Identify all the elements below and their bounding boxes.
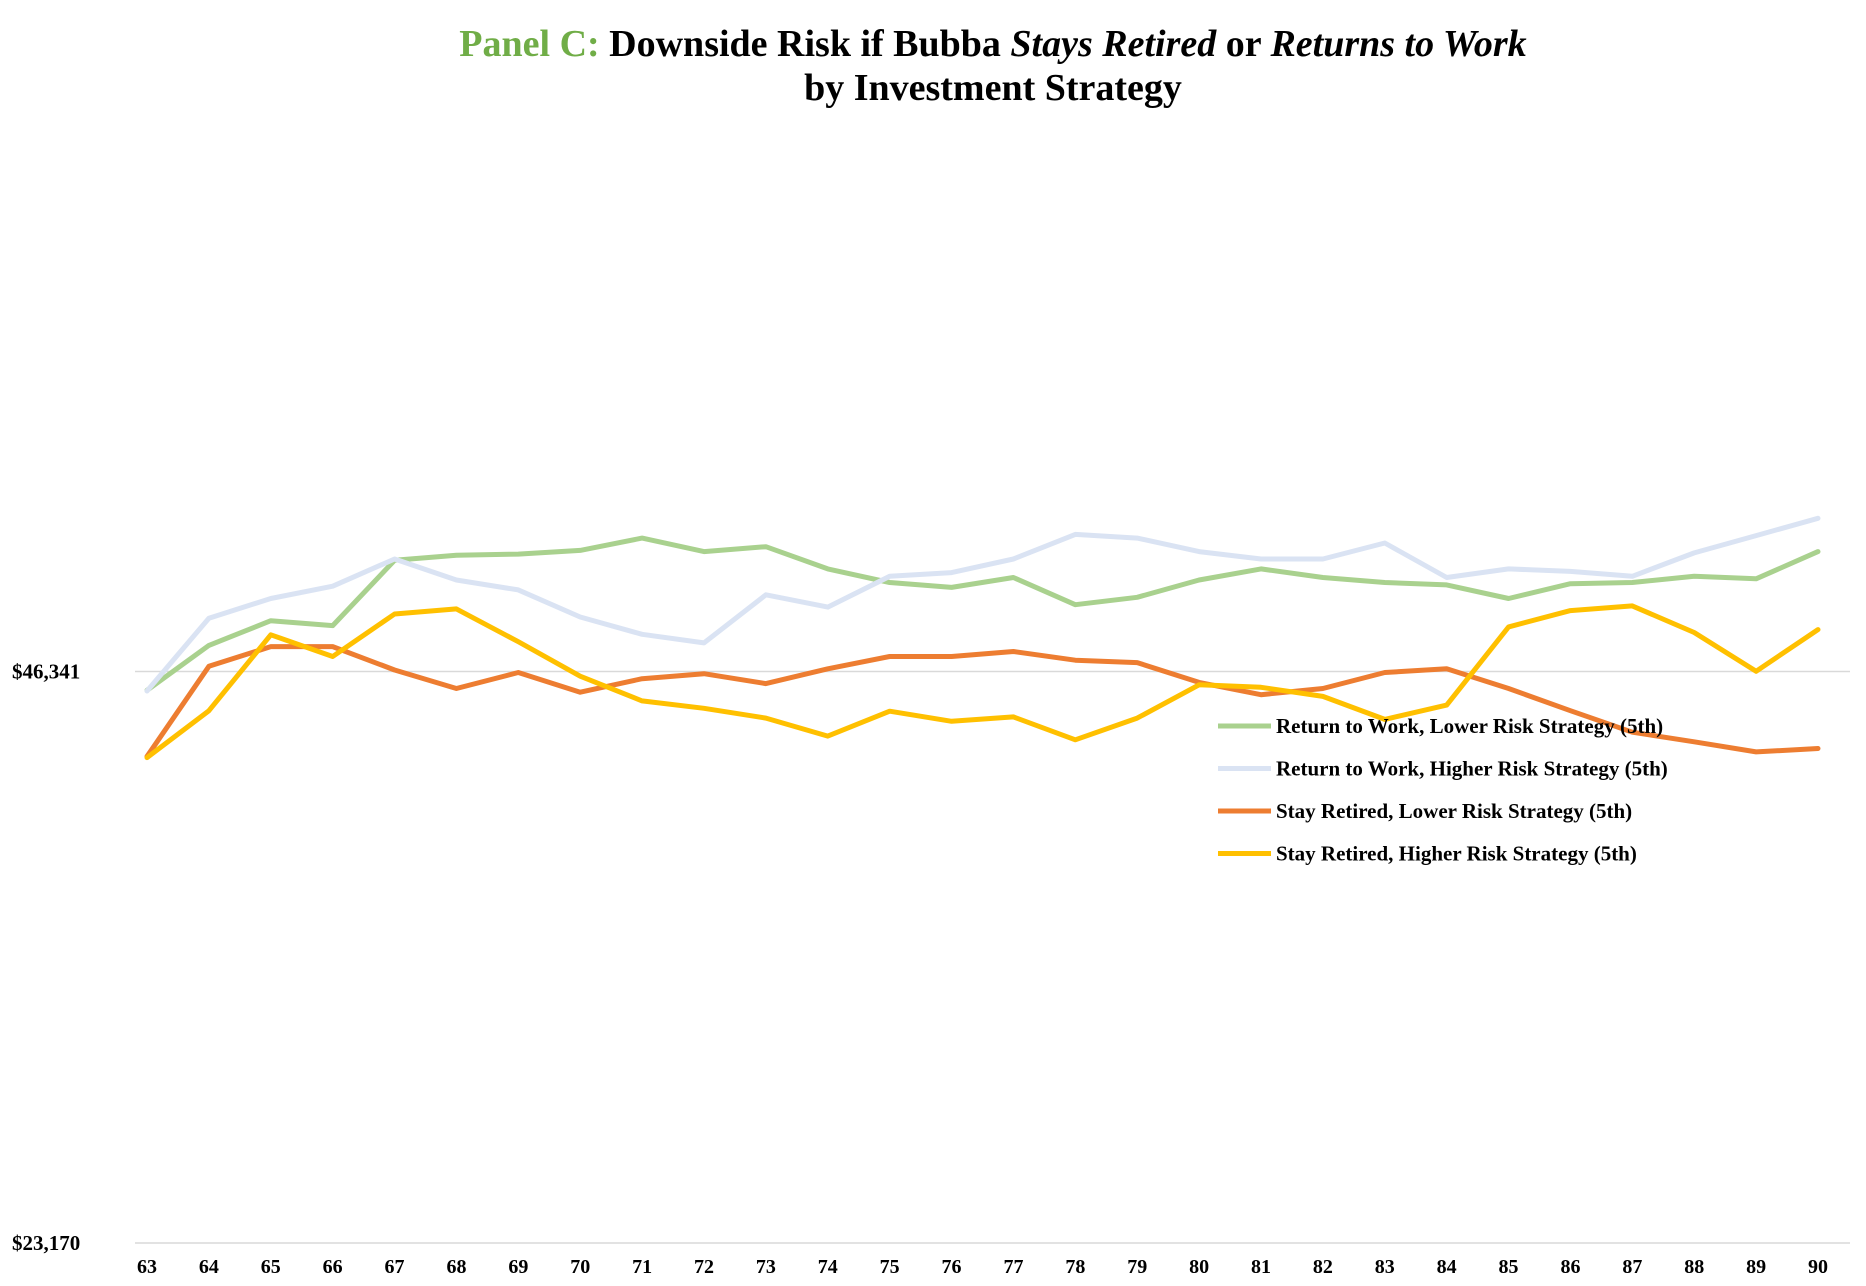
x-tick-label: 68 [446, 1256, 466, 1278]
x-tick-label: 73 [756, 1256, 776, 1278]
x-tick-label: 65 [261, 1256, 281, 1278]
x-tick-label: 71 [632, 1256, 652, 1278]
series-line-4 [144, 603, 1821, 761]
series-line-3 [144, 644, 1821, 759]
x-tick-label: 78 [1065, 1256, 1085, 1278]
chart-title-line-1: Panel C: Downside Risk if Bubba Stays Re… [459, 23, 1526, 65]
x-tick-label: 88 [1684, 1256, 1704, 1278]
x-tick-label: 79 [1127, 1256, 1147, 1278]
x-tick-label: 89 [1746, 1256, 1766, 1278]
x-tick-label: 81 [1251, 1256, 1271, 1278]
series-line-2 [144, 515, 1821, 694]
title-or: or [1216, 23, 1270, 65]
x-tick-label: 82 [1313, 1256, 1333, 1278]
x-axis: 63 64 65 66 67 68 69 70 71 72 73 74 75 76 77 78 79 80 81 82… [137, 1256, 1828, 1278]
x-tick-label: 85 [1499, 1256, 1519, 1278]
x-tick-label: 72 [694, 1256, 714, 1278]
x-tick-label: 74 [818, 1256, 838, 1278]
x-tick-label: 75 [880, 1256, 900, 1278]
x-tick-label: 87 [1622, 1256, 1642, 1278]
y-tick-label: $23,170 [12, 1231, 80, 1255]
chart-title-line-2: by Investment Strategy [804, 67, 1182, 109]
x-tick-label: 90 [1808, 1256, 1828, 1278]
x-tick-label: 67 [385, 1256, 405, 1278]
series-layer [144, 515, 1821, 761]
y-axis: $23,170 $46,341 [12, 659, 80, 1255]
legend-label: Stay Retired, Higher Risk Strategy (5th) [1276, 842, 1637, 866]
x-tick-label: 83 [1375, 1256, 1395, 1278]
x-tick-label: 77 [1003, 1256, 1023, 1278]
title-returns-to-work: Returns to Work [1269, 23, 1526, 65]
legend: Return to Work, Lower Risk Strategy (5th… [1218, 714, 1668, 866]
panel-label: Panel C: [459, 23, 599, 65]
x-tick-label: 80 [1189, 1256, 1209, 1278]
x-tick-label: 66 [323, 1256, 343, 1278]
y-tick-label: $46,341 [12, 659, 80, 683]
x-tick-label: 84 [1437, 1256, 1457, 1278]
x-tick-label: 86 [1560, 1256, 1580, 1278]
chart-title: Panel C: Downside Risk if Bubba Stays Re… [459, 23, 1526, 109]
title-stays-retired: Stays Retired [1010, 23, 1217, 65]
x-tick-label: 64 [199, 1256, 219, 1278]
title-part-1: Downside Risk if Bubba [600, 23, 1011, 65]
x-tick-label: 69 [508, 1256, 528, 1278]
x-tick-label: 76 [942, 1256, 962, 1278]
x-tick-label: 70 [570, 1256, 590, 1278]
x-tick-label: 63 [137, 1256, 157, 1278]
series-line-1 [144, 535, 1821, 693]
legend-label: Return to Work, Higher Risk Strategy (5t… [1276, 757, 1668, 781]
legend-label: Return to Work, Lower Risk Strategy (5th… [1276, 714, 1663, 738]
grid-layer [135, 670, 1850, 1244]
legend-label: Stay Retired, Lower Risk Strategy (5th) [1276, 799, 1632, 823]
